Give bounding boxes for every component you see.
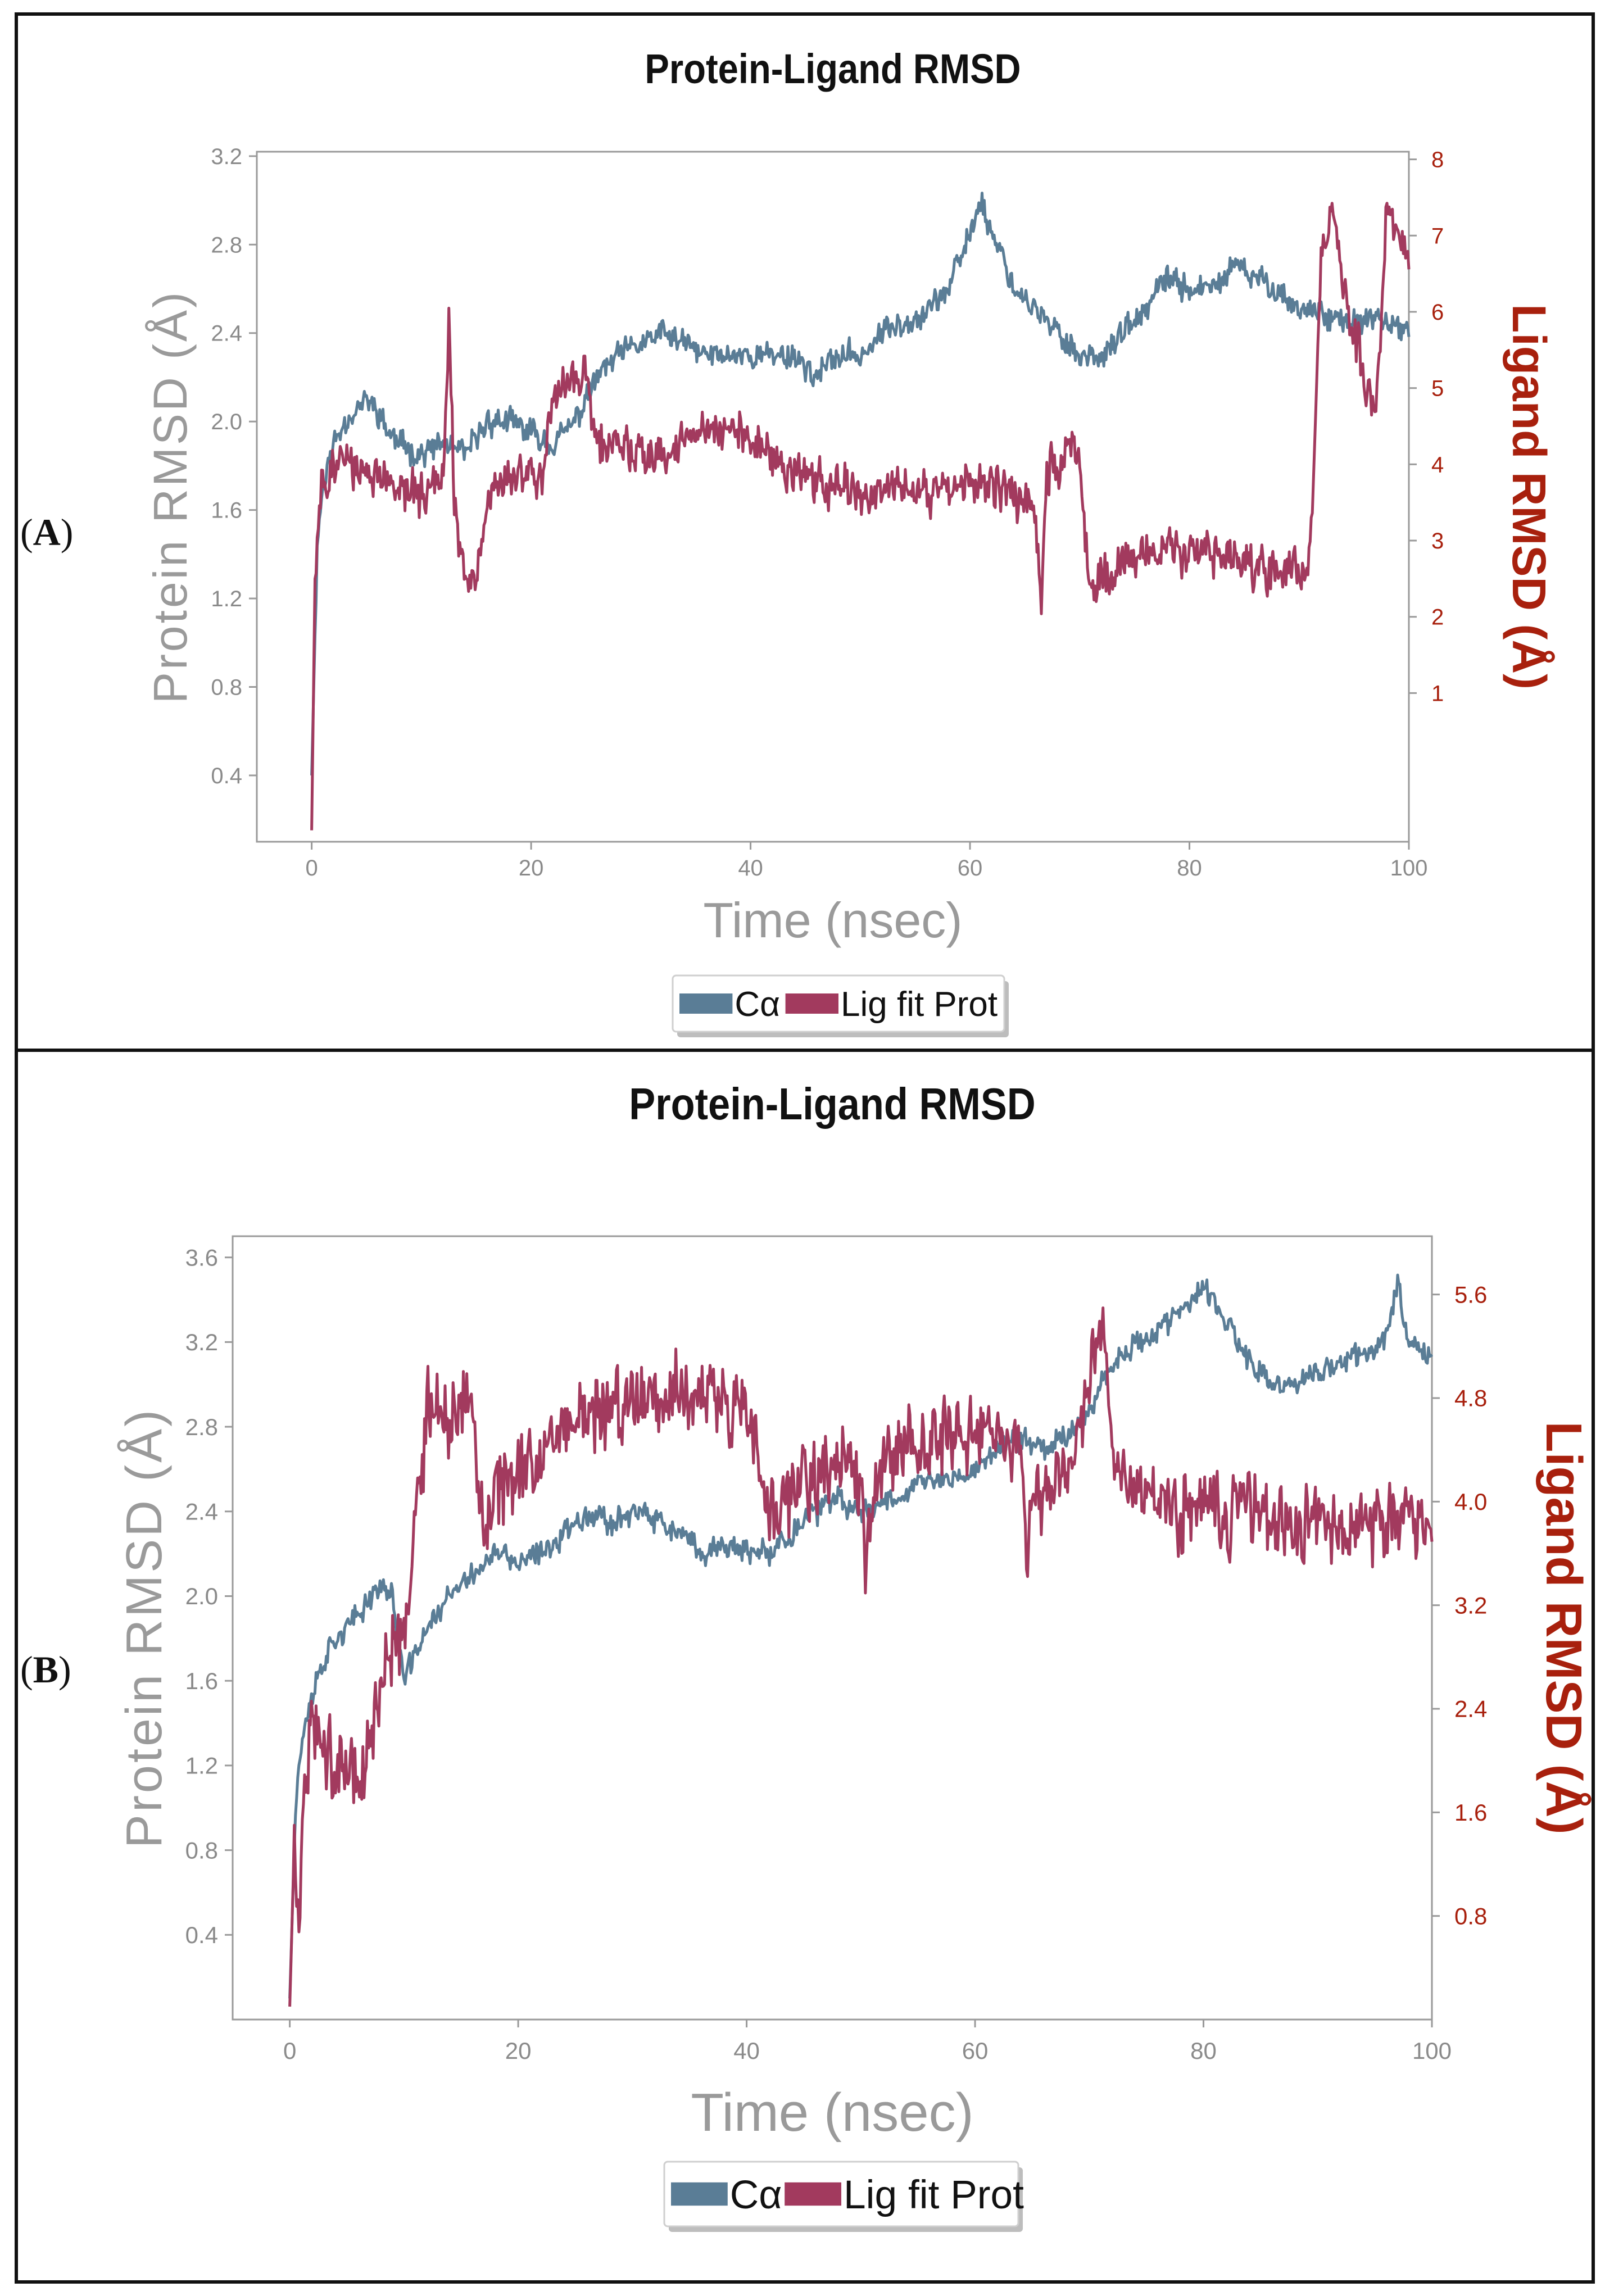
pb-series-c-alpha-line [288, 1273, 1434, 1999]
pa-y2tick-label-4: 5 [1431, 376, 1444, 401]
pa-chart-title: Protein-Ligand RMSD [645, 46, 1021, 92]
pa-legend-label-c-alpha: Cα [735, 985, 780, 1024]
pb-legend-swatch-lig-fit-prot [785, 2182, 841, 2206]
pb-y2tick-label-2: 2.4 [1454, 1696, 1487, 1722]
pb-xtick-label-1: 20 [505, 2038, 532, 2064]
chart-b: Protein-Ligand RMSD 0.4 0.8 1.2 1.6 2.0 2.4 2.8… [116, 1079, 1592, 2232]
pa-legend-swatch-lig-fit-prot [785, 993, 838, 1014]
panel-a-label: (A) [20, 511, 74, 553]
pb-xtick-label-2: 40 [733, 2038, 760, 2064]
pa-series-lig-fit-prot-line [310, 202, 1411, 831]
pb-ytick-label-5: 2.4 [185, 1498, 218, 1524]
pb-series-lig-fit-prot-line [288, 1306, 1434, 2007]
pb-y2tick-label-3: 3.2 [1454, 1592, 1487, 1618]
pa-ytick-label-3: 1.6 [211, 498, 242, 523]
pb-legend-label-c-alpha: Cα [730, 2172, 782, 2217]
pb-ytick-label-8: 3.6 [185, 1244, 218, 1270]
pa-plot-frame [256, 151, 1410, 843]
pb-ytick-label-7: 3.2 [185, 1329, 218, 1355]
pb-xtick-label-0: 0 [283, 2038, 296, 2064]
pb-y2tick-label-5: 4.8 [1454, 1385, 1487, 1412]
pb-ytick-label-1: 0.8 [185, 1837, 218, 1863]
pb-xtick-label-5: 100 [1412, 2038, 1452, 2064]
pa-ytick-label-2: 1.2 [211, 587, 242, 611]
pa-xtick-label-1: 20 [519, 856, 544, 881]
pa-ytick-label-7: 3.2 [211, 144, 242, 169]
pa-series-c-alpha-line [310, 192, 1411, 775]
pb-ytick-label-2: 1.2 [185, 1753, 218, 1779]
pa-xtick-label-4: 80 [1177, 856, 1202, 881]
panel-b-label: (B) [20, 1648, 71, 1691]
pa-y2tick-label-5: 6 [1431, 300, 1444, 325]
pb-ytick-label-0: 0.4 [185, 1922, 218, 1948]
pa-y2tick-label-6: 7 [1431, 224, 1444, 248]
pa-y2tick-label-0: 1 [1431, 681, 1444, 706]
pb-xtick-label-3: 60 [962, 2038, 989, 2064]
pa-ytick-label-6: 2.8 [211, 233, 242, 257]
pa-ytick-label-0: 0.4 [211, 764, 242, 788]
pa-y2tick-label-1: 2 [1431, 605, 1444, 630]
pa-y2tick-label-3: 4 [1431, 452, 1444, 477]
pa-y2-axis-label: Ligand RMSD (Å) [1503, 304, 1556, 689]
pa-legend-swatch-c-alpha [679, 993, 733, 1014]
pb-ytick-label-4: 2.0 [185, 1583, 218, 1609]
pb-y2tick-label-6: 5.6 [1454, 1281, 1487, 1308]
pa-legend-label-lig-fit-prot: Lig fit Prot [841, 985, 998, 1024]
pb-y2tick-label-1: 1.6 [1454, 1799, 1487, 1826]
pa-xtick-label-5: 100 [1390, 856, 1428, 881]
pb-y2-axis-label: Ligand RMSD (Å) [1535, 1422, 1592, 1835]
pb-chart-title: Protein-Ligand RMSD [629, 1079, 1035, 1129]
pb-y2tick-label-0: 0.8 [1454, 1903, 1487, 1929]
pb-xtick-label-4: 80 [1190, 2038, 1217, 2064]
pb-ytick-label-3: 1.6 [185, 1668, 218, 1694]
pb-legend-swatch-c-alpha [671, 2182, 728, 2206]
panel-b: (B) Protein-Ligand RMSD 0.4 0.8 1.2 1.6 2.0 2.… [15, 1049, 1595, 2284]
pa-y2tick-label-2: 3 [1431, 529, 1444, 553]
pb-plot-frame [232, 1235, 1433, 2021]
pa-y2tick-label-7: 8 [1431, 148, 1444, 173]
pb-legend-label-lig-fit-prot: Lig fit Prot [844, 2172, 1024, 2217]
pb-y-axis-label: Protein RMSD (Å) [116, 1408, 173, 1848]
chart-a: Protein-Ligand RMSD 0.4 0.8 1.2 1.6 2.0 2.4 2.8… [144, 46, 1556, 1037]
pb-y2tick-label-4: 4.0 [1454, 1489, 1487, 1515]
pa-y-axis-label: Protein RMSD (Å) [144, 290, 197, 704]
pb-ytick-label-6: 2.8 [185, 1414, 218, 1440]
pa-ytick-label-1: 0.8 [211, 675, 242, 700]
pa-ytick-label-4: 2.0 [211, 410, 242, 434]
pa-xtick-label-2: 40 [738, 856, 763, 881]
pa-ytick-label-5: 2.4 [211, 321, 242, 346]
pa-xtick-label-3: 60 [958, 856, 983, 881]
panel-a: (A) Protein-Ligand RMSD 0.4 0.8 1.2 1.6 2.0 2.… [15, 12, 1595, 1052]
pa-xtick-label-0: 0 [305, 856, 318, 881]
pa-x-axis-label: Time (nsec) [703, 892, 962, 948]
pb-x-axis-label: Time (nsec) [691, 2082, 973, 2143]
